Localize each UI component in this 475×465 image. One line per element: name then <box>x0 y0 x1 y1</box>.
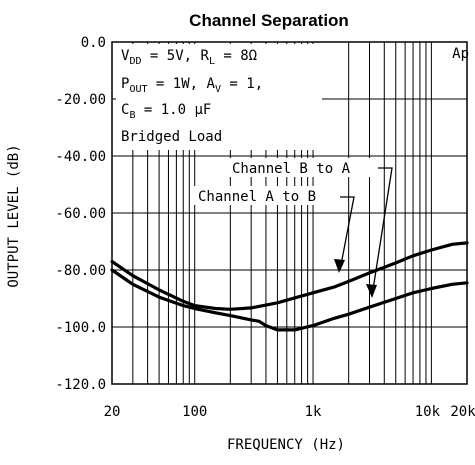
series-group <box>110 241 469 332</box>
cb-subscript: B <box>129 110 135 121</box>
annotation-a-background <box>194 186 338 205</box>
y-axis-label: OUTPUT LEVEL (dB) <box>6 144 22 287</box>
x-tick-label: 100 <box>182 404 207 420</box>
av-value: = 1, <box>221 76 263 92</box>
x-tick-label: 20k <box>450 404 475 420</box>
x-tick-label: 1k <box>305 404 322 420</box>
vdd-subscript: DD <box>129 56 141 67</box>
av-symbol: A <box>207 76 216 92</box>
arrowhead-a-to-b <box>334 259 345 273</box>
y-tick-label: -120.0 <box>55 377 106 393</box>
rl-value: = 8Ω <box>215 48 257 64</box>
pout-value: = 1W, <box>148 76 207 92</box>
y-tick-label: -100.0 <box>55 320 106 336</box>
cb-value: = 1.0 μF <box>135 102 211 118</box>
conditions-line-4: Bridged Load <box>121 129 222 145</box>
corner-label: Ap <box>452 46 469 62</box>
leader-line-b-to-a <box>371 167 393 297</box>
vdd-value: = 5V, <box>141 48 200 64</box>
annotation-channel-a-to-b: Channel A to B <box>198 189 316 205</box>
conditions-background <box>116 44 322 150</box>
x-tick-label: 20 <box>104 404 121 420</box>
leader-line-a-to-b <box>339 196 355 271</box>
series-line-channel-a-to-b <box>110 268 469 332</box>
pout-subscript: OUT <box>129 84 147 95</box>
annotation-channel-b-to-a: Channel B to A <box>232 161 351 177</box>
x-axis-label: FREQUENCY (Hz) <box>227 437 345 453</box>
annotation-b-background <box>228 158 376 177</box>
av-subscript: V <box>215 84 221 95</box>
conditions-line-3: CB = 1.0 μF <box>121 102 211 121</box>
pout-symbol: P <box>121 76 129 92</box>
rl-subscript: L <box>209 56 215 67</box>
cb-symbol: C <box>121 102 129 118</box>
chart-title: Channel Separation <box>189 11 349 30</box>
y-tick-label: -40.00 <box>55 149 106 165</box>
plot-frame <box>111 41 468 385</box>
y-tick-label: -80.00 <box>55 263 106 279</box>
y-tick-label: -20.00 <box>55 92 106 108</box>
x-tick-label: 10k <box>415 404 441 420</box>
vdd-symbol: V <box>121 48 130 64</box>
series-line-channel-b-to-a <box>110 241 469 311</box>
test-conditions: VDD = 5V, RL = 8Ω POUT = 1W, AV = 1, CB … <box>116 44 322 150</box>
y-tick-labels: 0.0 -20.00 -40.00 -60.00 -80.00 -100.0 -120.0 <box>55 35 106 393</box>
arrowhead-b-to-a <box>366 284 377 298</box>
x-tick-labels: 20 100 1k 10k 20k <box>104 404 475 420</box>
y-tick-label: 0.0 <box>81 35 106 51</box>
conditions-line-2: POUT = 1W, AV = 1, <box>121 76 263 95</box>
rl-symbol: R <box>201 48 210 64</box>
y-tick-label: -60.00 <box>55 206 106 222</box>
series-annotations: Channel B to A Channel A to B <box>194 158 393 298</box>
conditions-line-1: VDD = 5V, RL = 8Ω <box>121 48 257 67</box>
